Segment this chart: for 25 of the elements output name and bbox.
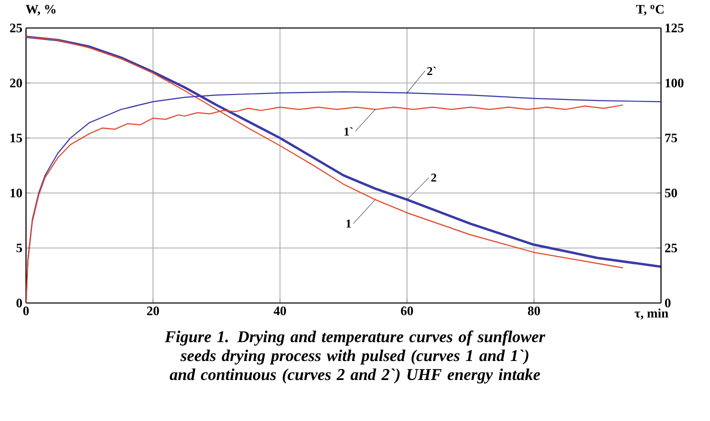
y2-tick-label: 50: [665, 188, 677, 198]
x-axis-title: τ, min: [634, 308, 668, 320]
series-label: 1`: [344, 127, 353, 136]
y-axis-title: W, %: [26, 4, 56, 16]
y2-tick-label: 125: [666, 24, 684, 32]
y2-tick-label: 0: [665, 298, 671, 308]
y2-tick-label: 100: [666, 78, 684, 88]
y2-tick-label: 75: [665, 134, 678, 142]
series-label: 2`: [427, 66, 436, 76]
y2-tick-label: 25: [665, 244, 678, 252]
y-tick-label: 0: [16, 298, 22, 308]
text: Figure 1. Drying and temperature curves of sunflower seeds drying process with pulsed (curves 1 and 1`) and continuous (curves 2 and 2`) UHF energy intake: [164, 330, 546, 384]
y-tick-label: 15: [10, 134, 22, 142]
y-tick-label: 10: [10, 188, 22, 198]
y-tick-label: 25: [10, 24, 22, 32]
x-tick-label: 20: [147, 306, 159, 316]
text: 1: [346, 220, 351, 228]
x-tick-label: 80: [528, 306, 540, 316]
x-tick-label: 0: [23, 306, 29, 316]
x-tick-label: 40: [274, 306, 286, 316]
y-tick-label: 20: [10, 78, 22, 88]
y2-axis-title: T, $^{o}$C: [636, 4, 664, 16]
y-tick-label: 5: [16, 244, 22, 252]
text: 2: [431, 174, 436, 182]
x-tick-label: 60: [400, 306, 413, 316]
